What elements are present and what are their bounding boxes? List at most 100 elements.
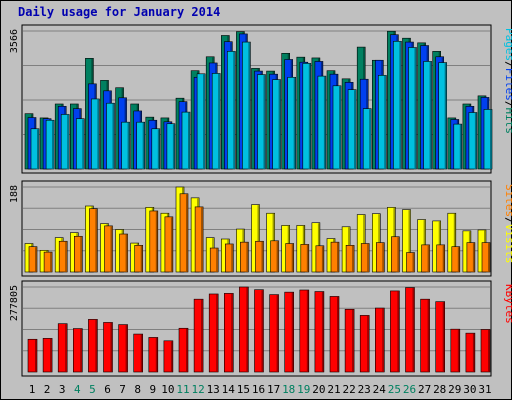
x-tick-label: 22 [342,383,355,396]
bar-hits-pages-day11 [181,111,191,170]
bar-visits-sites-day6 [104,225,113,273]
x-tick-label: 8 [134,383,141,396]
bar-hits-pages-day9 [151,128,161,170]
bar-visits-sites-day19 [300,244,310,273]
bar-kbytes-kbytes-day10 [163,340,174,373]
bar-visits-sites-day16 [255,240,264,273]
bar-visits-sites-day21 [330,241,340,273]
bar-kbytes-kbytes-day5 [88,319,98,373]
x-tick-label: 16 [252,383,265,396]
bar-hits-pages-day17 [272,79,281,170]
bar-hits-pages-day21 [332,85,342,170]
bar-visits-sites-day13 [209,247,219,273]
bar-visits-sites-day17 [270,240,279,273]
legend-entry: / [503,217,512,224]
x-tick-label: 1 [29,383,36,396]
bar-visits-sites-day2 [43,251,53,273]
bar-hits-pages-day29 [453,123,463,170]
bar-kbytes-kbytes-day20 [314,291,325,373]
bar-hits-pages-day6 [106,102,115,170]
bar-hits-pages-day25 [393,40,402,170]
bar-kbytes-kbytes-day31 [480,329,491,373]
legend-visits: Sites/Visits [503,184,512,264]
bar-visits-sites-day26 [406,252,415,273]
bar-kbytes-kbytes-day4 [73,328,83,373]
bar-visits-sites-day5 [89,208,98,273]
bar-kbytes-kbytes-day26 [405,287,415,373]
bar-kbytes-kbytes-day22 [344,308,355,373]
bar-hits-pages-day5 [91,98,100,170]
x-tick-label: 20 [312,383,325,396]
bar-hits-pages-day18 [287,76,297,170]
bar-visits-sites-day12 [194,206,204,273]
bar-kbytes-kbytes-day17 [269,294,279,373]
legend-entry: Visits [503,224,512,264]
legend-hits: Pages/Files/Hits [503,28,512,134]
bar-kbytes-kbytes-day14 [224,293,234,373]
bar-kbytes-kbytes-day24 [374,307,385,373]
bar-hits-pages-day1 [30,128,40,170]
bar-kbytes-kbytes-day7 [118,324,128,373]
bar-hits-pages-day12 [196,73,206,170]
bar-hits-pages-day16 [257,74,266,170]
bar-visits-sites-day10 [164,216,174,273]
bar-visits-sites-day27 [421,244,430,273]
x-tick-label: 13 [207,383,220,396]
x-tick-label: 23 [358,383,371,396]
bar-visits-sites-day18 [285,243,295,273]
x-tick-label: 31 [478,383,491,396]
bar-kbytes-kbytes-day25 [390,290,400,373]
bar-visits-sites-day3 [58,240,68,273]
x-tick-label: 30 [463,383,476,396]
x-tick-label: 14 [222,383,236,396]
bar-kbytes-kbytes-day29 [450,328,461,373]
bar-kbytes-kbytes-day23 [359,315,370,373]
x-tick-label: 7 [119,383,126,396]
bar-kbytes-kbytes-day8 [133,333,143,373]
x-tick-label: 25 [388,383,401,396]
bar-visits-sites-day14 [225,243,234,273]
bar-visits-sites-day28 [436,244,446,273]
bar-visits-sites-day20 [315,245,325,273]
bar-kbytes-kbytes-day16 [254,289,264,373]
bar-kbytes-kbytes-day12 [193,298,204,373]
bar-hits-pages-day24 [377,75,387,170]
bar-kbytes-kbytes-day27 [420,298,430,373]
bar-kbytes-kbytes-day11 [178,327,189,373]
bar-kbytes-kbytes-day1 [27,338,38,373]
bar-hits-pages-day31 [483,109,493,170]
x-tick-label: 6 [104,383,111,396]
bar-visits-sites-day31 [481,242,491,273]
bar-hits-pages-day23 [362,108,372,170]
bar-kbytes-kbytes-day13 [208,293,219,373]
bar-kbytes-kbytes-day6 [103,322,113,373]
bar-kbytes-kbytes-day9 [148,337,159,373]
legend-entry: Sites [503,184,512,217]
y-max-label: 3566 [9,29,20,53]
bar-kbytes-kbytes-day30 [465,332,476,373]
bar-visits-sites-day4 [74,235,83,273]
bar-hits-pages-day3 [60,114,70,170]
x-tick-label: 5 [89,383,96,396]
bar-kbytes-kbytes-day19 [299,289,310,373]
x-tick-label: 15 [237,383,250,396]
x-tick-label: 17 [267,383,280,396]
y-max-label: 188 [9,185,20,203]
x-tick-label: 19 [297,383,310,396]
bar-hits-pages-day4 [76,118,85,170]
bar-visits-sites-day22 [345,245,355,273]
legend-entry: KBytes [503,284,512,324]
x-tick-label: 21 [327,383,340,396]
legend-entry: Files [503,68,512,101]
bar-visits-sites-day29 [451,246,461,273]
bar-hits-pages-day13 [211,73,221,170]
bar-visits-sites-day15 [240,241,249,273]
legend-entry: Pages [503,28,512,61]
bar-hits-pages-day14 [227,51,236,170]
x-tick-label: 4 [74,383,81,396]
bar-kbytes-kbytes-day2 [42,338,53,373]
x-tick-label: 3 [59,383,66,396]
bar-kbytes-kbytes-day15 [239,286,249,373]
x-tick-label: 11 [176,383,189,396]
bar-kbytes-kbytes-day3 [57,323,68,373]
